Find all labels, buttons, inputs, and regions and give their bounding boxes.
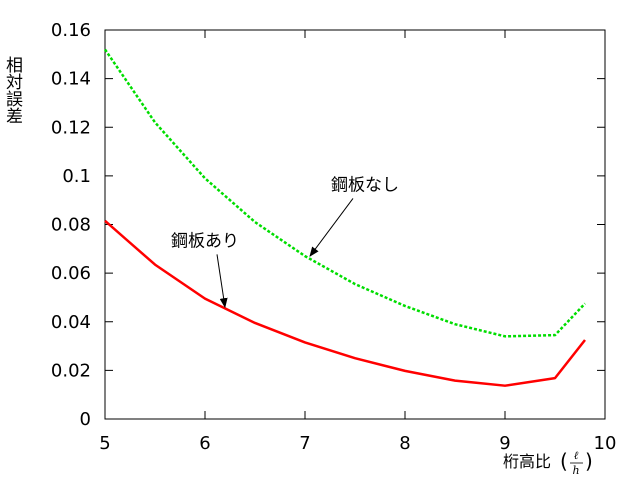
y-tick-label: 0.04 [51,312,91,333]
x-tick-label: 6 [199,433,210,454]
y-tick-label: 0 [80,409,91,430]
series-layer [103,48,586,387]
x-tick-label: 10 [594,433,617,454]
series-line [104,219,586,387]
x-axis-label-group: 桁高比 ( ℓ h ) [503,449,593,477]
annotation-arrow [309,198,354,257]
fraction-numerator: ℓ [574,449,579,462]
annotation-arrow [216,254,228,309]
y-tick-label: 0.02 [51,360,91,381]
x-tick-label: 5 [99,433,110,454]
y-tick-label: 0.14 [51,69,91,90]
x-tick-label: 9 [499,433,510,454]
paren-close: ) [585,449,593,473]
y-axis-label: 相対誤差 [2,56,23,124]
x-tick-label: 7 [299,433,310,454]
y-tick-label: 0.16 [51,20,91,41]
y-tick-label: 0.06 [51,263,91,284]
series-line [103,48,586,338]
y-tick-label: 0.1 [62,166,91,187]
tick-layer: 0 0.02 0.04 0.06 0.08 0.1 0.12 0.14 0.16 5 6 7 8 9 10 [51,20,617,454]
annotation-label: 鋼板なし [331,175,399,195]
plot-frame [104,29,606,420]
y-tick-label: 0.12 [51,117,91,138]
y-tick-label: 0.08 [51,215,91,236]
paren-open: ( [560,449,568,473]
fraction-denominator: h [572,464,579,477]
x-axis-label: 桁高比 [503,452,551,471]
annotation-label: 鋼板あり [171,231,239,251]
x-tick-label: 8 [399,433,410,454]
